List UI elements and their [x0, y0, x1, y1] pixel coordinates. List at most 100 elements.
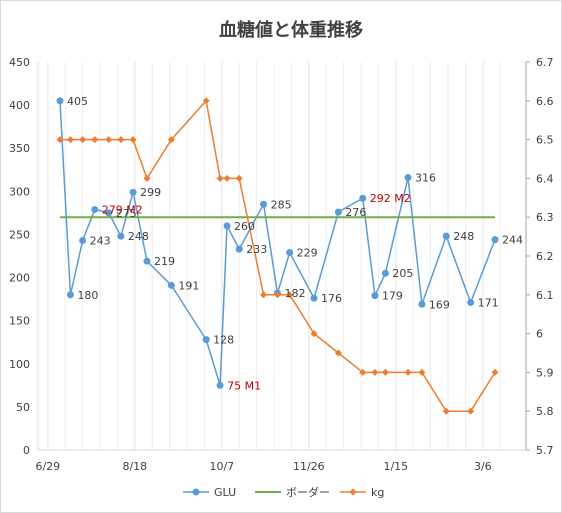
data-label: 292 M2: [370, 192, 411, 205]
kg-point: [129, 136, 137, 144]
legend-entry: ボーダー: [286, 485, 330, 499]
kg-point: [91, 136, 99, 144]
legend-entry: kg: [371, 486, 384, 499]
data-label: 248: [128, 230, 149, 243]
glu-point: [286, 249, 294, 257]
data-label: 171: [478, 297, 499, 310]
data-label: 128: [213, 334, 234, 347]
kg-point: [202, 97, 210, 105]
glu-point: [310, 294, 318, 302]
kg-point: [310, 330, 318, 338]
data-label: 179: [382, 290, 403, 303]
x-tick-label: 6/29: [35, 460, 60, 473]
glu-point: [216, 381, 224, 389]
legend-entry: GLU: [214, 486, 236, 499]
kg-point: [56, 136, 64, 144]
y-right-tick-label: 6.2: [536, 250, 554, 263]
y-left-tick-label: 350: [9, 142, 30, 155]
glu-point: [66, 291, 74, 299]
data-label: 219: [154, 255, 175, 268]
data-label: 285: [271, 198, 292, 211]
y-left-tick-label: 100: [9, 358, 30, 371]
kg-point: [371, 368, 379, 376]
data-label: 244: [502, 234, 523, 247]
y-right-tick-label: 6.3: [536, 211, 554, 224]
data-label: 191: [178, 279, 199, 292]
y-right-tick-label: 5.7: [536, 444, 554, 457]
y-left-tick-label: 150: [9, 315, 30, 328]
glu-point: [418, 300, 426, 308]
glu-point: [371, 292, 379, 300]
data-label: 243: [90, 234, 111, 247]
chart-title: 血糖値と体重推移: [219, 19, 363, 41]
legend-marker: [192, 488, 200, 496]
kg-point: [216, 174, 224, 182]
kg-point: [491, 368, 499, 376]
glu-point: [491, 236, 499, 244]
kg-point: [418, 368, 426, 376]
y-left-tick-label: 250: [9, 228, 30, 241]
glu-point: [334, 208, 342, 216]
kg-point: [105, 136, 113, 144]
glu-point: [143, 257, 151, 265]
data-label: 275: [116, 207, 137, 220]
data-label: 248: [453, 230, 474, 243]
kg-point: [442, 407, 450, 415]
y-left-tick-label: 0: [23, 444, 30, 457]
glu-point: [442, 232, 450, 240]
x-tick-label: 1/15: [383, 460, 408, 473]
data-label: 316: [415, 172, 436, 185]
legend-marker: [349, 488, 357, 496]
legend: GLU ボーダー kg: [183, 485, 384, 499]
y-right-tick-label: 5.8: [536, 405, 554, 418]
kg-point: [66, 136, 74, 144]
kg-point: [334, 349, 342, 357]
y-right-tick-label: 6.5: [536, 134, 554, 147]
data-label: 180: [77, 289, 98, 302]
axes: 0 50 100 150 200 250 300 350 400 450 5.7 5.8 5.9 6 6.1…: [9, 56, 554, 473]
data-label: 176: [321, 292, 342, 305]
data-label: 182: [285, 287, 306, 300]
y-right-tick-label: 6.1: [536, 289, 554, 302]
y-left-tick-label: 50: [16, 401, 30, 414]
data-label: 276: [345, 206, 366, 219]
kg-point: [274, 291, 281, 299]
x-tick-label: 10/7: [209, 460, 234, 473]
data-label: 229: [297, 247, 318, 260]
y-right-tick-label: 6.4: [536, 172, 554, 185]
y-right-tick-label: 6: [536, 328, 543, 341]
data-label: 299: [140, 186, 161, 199]
kg-point: [143, 174, 151, 182]
glu-point: [467, 299, 475, 307]
x-tick-label: 8/18: [122, 460, 147, 473]
data-label: 260: [234, 220, 255, 233]
kg-point: [467, 407, 475, 415]
y-right-tick-label: 6.7: [536, 56, 554, 69]
glu-point: [260, 200, 268, 208]
kg-point: [167, 136, 175, 144]
series-layer: [56, 97, 499, 415]
glu-point: [381, 269, 389, 277]
kg-point: [117, 136, 125, 144]
x-tick-label: 11/26: [293, 460, 325, 473]
kg-point: [381, 368, 389, 376]
y-right-tick-label: 6.6: [536, 95, 554, 108]
x-tick-label: 3/6: [474, 460, 492, 473]
glu-point: [56, 97, 64, 105]
glu-point: [167, 281, 175, 289]
glu-point: [359, 194, 367, 202]
data-label: 279 M2: [102, 203, 143, 216]
y-left-tick-label: 300: [9, 185, 30, 198]
data-label: 75 M1: [227, 379, 261, 392]
data-label: 205: [392, 267, 413, 280]
y-right-tick-label: 5.9: [536, 366, 554, 379]
glu-point: [404, 174, 412, 182]
data-label: 233: [246, 243, 267, 256]
data-label: 169: [429, 298, 450, 311]
kg-point: [223, 174, 231, 182]
kg-point: [260, 291, 268, 299]
kg-point: [359, 368, 367, 376]
